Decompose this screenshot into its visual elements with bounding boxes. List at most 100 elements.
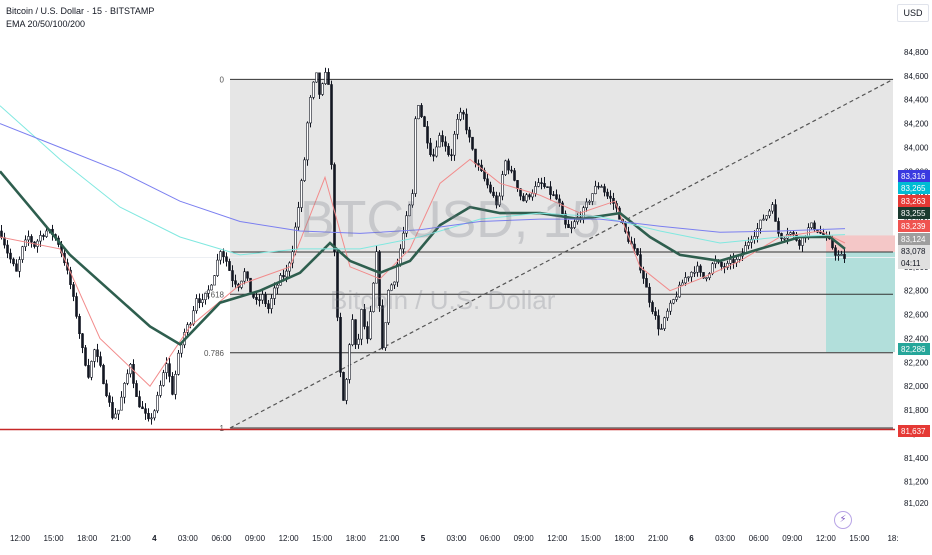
- candle-body: [399, 248, 402, 265]
- fib-level-label: 0.786: [204, 349, 225, 358]
- candle-body: [477, 163, 480, 166]
- candle-body: [315, 72, 318, 83]
- candle-body: [387, 289, 390, 324]
- candle-body: [201, 299, 204, 304]
- x-tick-label: 06:00: [211, 534, 232, 543]
- x-tick-label: 15:00: [581, 534, 602, 543]
- candle-body: [729, 259, 732, 264]
- price-label-box: [898, 182, 930, 194]
- candle-body: [363, 309, 366, 327]
- candle-body: [765, 215, 768, 220]
- candle-body: [552, 194, 555, 196]
- x-tick-label: 5: [421, 534, 426, 543]
- candle-body: [426, 126, 429, 144]
- candle-body: [321, 83, 324, 95]
- candle-body: [519, 188, 522, 197]
- price-label-text: 83,124: [901, 235, 926, 244]
- candle-body: [171, 376, 174, 395]
- x-tick-label: 21:00: [111, 534, 132, 543]
- candle-body: [603, 186, 606, 193]
- candle-body: [147, 413, 150, 420]
- currency-button[interactable]: USD: [897, 4, 929, 22]
- lightning-icon[interactable]: ⚡: [834, 511, 852, 529]
- candle-body: [78, 316, 81, 335]
- x-tick-label: 03:00: [715, 534, 736, 543]
- y-tick-label: 81,200: [904, 478, 929, 487]
- candle-body: [840, 254, 843, 256]
- candle-body: [120, 396, 123, 411]
- candle-body: [372, 282, 375, 312]
- candle-body: [780, 233, 783, 239]
- candle-body: [243, 271, 246, 282]
- x-tick-label: 18:: [887, 534, 898, 543]
- x-tick-label: 21:00: [379, 534, 400, 543]
- candle-body: [456, 118, 459, 135]
- candle-body: [606, 191, 609, 197]
- candle-body: [411, 193, 414, 206]
- symbol-title[interactable]: Bitcoin / U.S. Dollar · 15 · BITSTAMP: [6, 6, 155, 16]
- watermark-name: Bitcoin / U.S. Dollar: [330, 285, 556, 315]
- candle-body: [591, 193, 594, 202]
- indicator-legend[interactable]: EMA 20/50/100/200: [6, 19, 86, 29]
- candle-body: [213, 275, 216, 286]
- candle-body: [711, 263, 714, 274]
- candle-body: [525, 194, 528, 202]
- price-label-box: [898, 425, 930, 437]
- candle-body: [393, 281, 396, 286]
- candle-body: [753, 236, 756, 240]
- x-tick-label: 18:00: [346, 534, 367, 543]
- candle-body: [684, 277, 687, 284]
- candle-body: [597, 185, 600, 188]
- candle-body: [645, 278, 648, 288]
- price-label-text: 83,078: [901, 247, 926, 256]
- candle-body: [357, 338, 360, 345]
- candle-body: [663, 317, 666, 329]
- candle-body: [432, 154, 435, 157]
- candle-body: [342, 371, 345, 401]
- candle-body: [261, 294, 264, 301]
- x-tick-label: 03:00: [178, 534, 199, 543]
- candle-body: [447, 145, 450, 156]
- x-tick-label: 15:00: [44, 534, 65, 543]
- candle-body: [474, 148, 477, 164]
- candle-body: [39, 235, 42, 242]
- x-tick-label: 12:00: [10, 534, 31, 543]
- candle-body: [129, 364, 132, 375]
- candle-body: [444, 141, 447, 147]
- candle-body: [507, 160, 510, 171]
- candle-body: [696, 265, 699, 273]
- x-tick-label: 06:00: [480, 534, 501, 543]
- watermark-symbol: BTCUSD, 15: [300, 191, 601, 249]
- candle-body: [312, 81, 315, 98]
- candle-body: [750, 239, 753, 243]
- candle-body: [267, 303, 270, 309]
- candle-body: [651, 302, 654, 312]
- candle-body: [249, 277, 252, 293]
- candle-body: [93, 349, 96, 362]
- candle-body: [417, 105, 420, 120]
- x-tick-label: 15:00: [849, 534, 870, 543]
- candle-body: [462, 111, 465, 115]
- candle-body: [759, 219, 762, 229]
- candle-body: [273, 287, 276, 299]
- candle-body: [543, 183, 546, 187]
- candle-body: [282, 275, 285, 278]
- candle-body: [24, 239, 27, 248]
- candle-body: [639, 254, 642, 271]
- candle-body: [501, 174, 504, 197]
- candle-body: [384, 322, 387, 349]
- candle-body: [450, 154, 453, 157]
- candle-body: [210, 284, 213, 291]
- candle-body: [96, 349, 99, 357]
- candle-body: [369, 311, 372, 340]
- candle-body: [21, 246, 24, 260]
- candle-body: [156, 395, 159, 412]
- candle-body: [144, 408, 147, 414]
- price-label-box: [898, 220, 930, 232]
- candle-body: [123, 383, 126, 398]
- candle-body: [612, 198, 615, 204]
- candle-body: [351, 319, 354, 346]
- candle-body: [165, 363, 168, 373]
